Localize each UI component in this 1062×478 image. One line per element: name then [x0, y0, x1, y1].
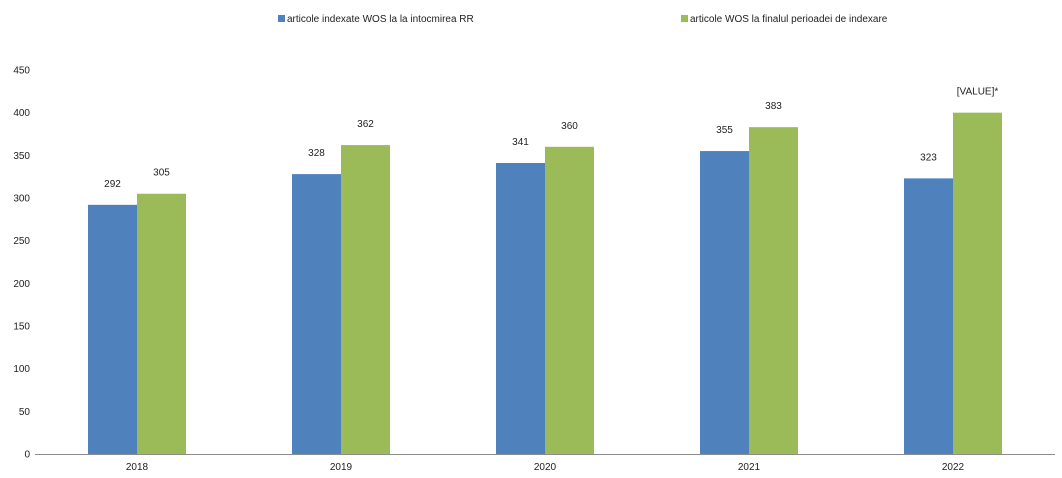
x-tick-label: 2021: [738, 462, 761, 473]
y-axis: 0 50 100 150 200 250 300 350 400 450: [13, 66, 30, 461]
x-tick-label: 2020: [534, 462, 557, 473]
data-label-series-1-2019: 328: [308, 148, 325, 159]
bar-series-1-2021: [700, 151, 749, 455]
legend: articole indexate WOS la la intocmirea R…: [278, 14, 888, 25]
bar-series-2-2022: [953, 112, 1002, 455]
data-label-series-1-2021: 355: [716, 125, 733, 136]
bar-series-1-2019: [292, 174, 341, 454]
data-label-series-1-2018: 292: [104, 179, 121, 190]
bar-series-2-2021: [749, 127, 798, 454]
legend-label-series-2: articole WOS la finalul perioadei de ind…: [690, 14, 888, 25]
data-label-series-1-2020: 341: [512, 137, 529, 148]
x-axis: 2018 2019 2020 2021 2022: [35, 454, 1055, 473]
legend-swatch-green: [681, 15, 688, 22]
y-tick-label: 100: [13, 364, 30, 375]
x-tick-label: 2022: [942, 462, 965, 473]
bar-series-1-2020: [496, 163, 545, 454]
bars: [88, 112, 1002, 455]
y-tick-label: 300: [13, 194, 30, 205]
bar-series-1-2022: [904, 178, 953, 454]
data-label-series-1-2022: 323: [920, 152, 937, 163]
data-label-series-2-2020: 360: [561, 121, 578, 132]
bar-series-2-2018: [137, 193, 186, 454]
y-tick-label: 50: [19, 407, 31, 418]
x-tick-label: 2019: [330, 462, 353, 473]
bar-series-1-2018: [88, 204, 137, 454]
y-tick-label: 0: [24, 450, 30, 461]
bar-series-2-2020: [545, 146, 594, 455]
legend-label-series-1: articole indexate WOS la la intocmirea R…: [287, 14, 474, 25]
y-tick-label: 450: [13, 66, 30, 77]
data-label-series-2-2018: 305: [153, 168, 170, 179]
data-label-series-2-2021: 383: [765, 101, 782, 112]
data-labels: 292 305 328 362 341 360 355 383 323 [VALUE]*: [104, 87, 998, 190]
y-tick-label: 400: [13, 108, 30, 119]
data-label-series-2-2019: 362: [357, 119, 374, 130]
x-tick-label: 2018: [126, 462, 149, 473]
bar-series-2-2019: [341, 145, 390, 455]
y-tick-label: 350: [13, 151, 30, 162]
y-tick-label: 200: [13, 279, 30, 290]
legend-swatch-blue: [278, 15, 285, 22]
y-tick-label: 250: [13, 236, 30, 247]
y-tick-label: 150: [13, 322, 30, 333]
data-label-series-2-2022: [VALUE]*: [957, 87, 999, 98]
